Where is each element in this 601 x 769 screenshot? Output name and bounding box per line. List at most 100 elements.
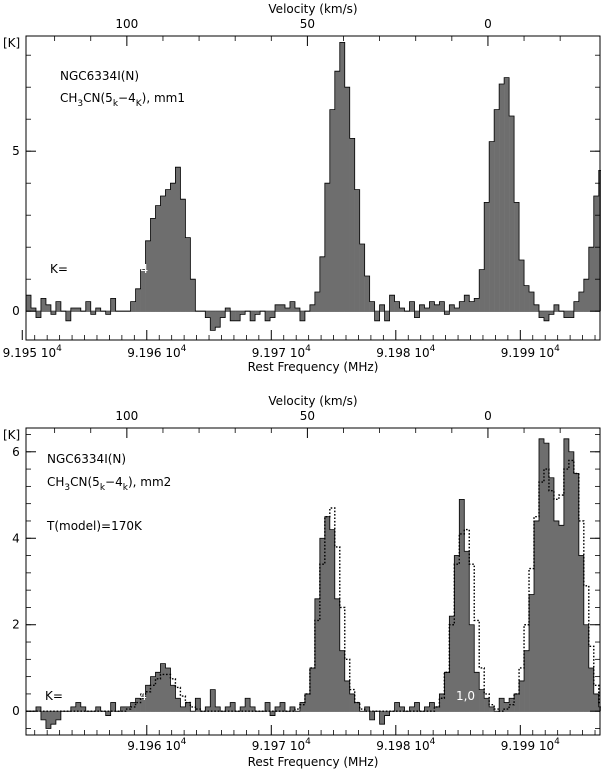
panel-mm1-channel-bar [414, 311, 420, 318]
panel-mm1-channel-bar [329, 109, 336, 312]
panel-mm1-channel-bar [230, 311, 236, 321]
panel-mm2-channel-bar [504, 702, 510, 712]
panel-mm1-channel-bar [225, 308, 231, 312]
panel-mm1-channel-bar [265, 311, 271, 321]
panel-mm1-channel-bar [489, 141, 495, 312]
panel-mm2-channel-bar [514, 693, 520, 712]
panel-mm1-channel-bar [180, 199, 186, 312]
panel-mm2-channel-bar [558, 525, 565, 712]
panel-mm2-channel-bar [70, 706, 77, 712]
panel-mm1-channel-bar [110, 298, 116, 312]
panel-mm2-x-tick-label: 9.196 104 [127, 737, 186, 753]
panel-mm1-channel-bar [578, 292, 585, 312]
panel-mm1-y-unit-label: [K] [3, 36, 20, 50]
panel-mm1-channel-bar [105, 311, 111, 315]
panel-mm1-channel-bar [384, 311, 390, 321]
panel-mm1-channel-bar [205, 311, 211, 318]
panel-mm2-channel-bar [299, 702, 306, 712]
panel-mm2-channel-bar [155, 672, 161, 712]
panel-mm2-channel-bar [524, 650, 530, 712]
panel-mm1-channel-bar [429, 301, 435, 312]
panel-mm1-velocity-axis-label: Velocity (km/s) [268, 2, 357, 16]
panel-mm1-channel-bar [364, 276, 370, 312]
panel-mm2-frame [25, 427, 601, 736]
panel-mm1-channel-bar [85, 301, 91, 312]
panel-mm1-channel-bar [568, 311, 575, 318]
panel-mm1-channel-bar [344, 87, 350, 312]
panel-mm2-channel-bar [205, 706, 211, 712]
panel-mm2-channel-bar [170, 685, 176, 712]
panel-mm2-channel-bar [573, 473, 580, 712]
panel-mm1-channel-bar [444, 311, 450, 315]
panel-mm1-observed-spectrum-outline [26, 42, 601, 331]
panel-mm2-channel-bar [245, 698, 251, 712]
panel-mm2-channel-bar [35, 706, 42, 712]
panel-mm1-x-tick-label: 9.199 104 [501, 344, 560, 360]
panel-mm2-channel-bar [424, 706, 430, 712]
panel-mm1-channel-bar [220, 311, 226, 318]
panel-mm1-k-labels: 4 3 2 1,0 [140, 262, 473, 276]
panel-mm1-channel-bar [399, 308, 405, 312]
panel-mm2-channel-bar [369, 711, 375, 720]
panel-mm2-channel-bar [110, 702, 116, 712]
panel-mm1-x-tick-label: 9.195 104 [3, 344, 62, 360]
panel-mm2-channel-bar [230, 702, 236, 712]
panel-mm2-channel-bar [553, 520, 560, 712]
panel-mm2-channel-bar [270, 711, 276, 716]
panel-mm1-channel-bar [434, 304, 440, 312]
panel-mm1-channel-bar [583, 279, 590, 312]
panel-mm1-channel-bar [145, 240, 151, 312]
panel-mm2-channel-bar [334, 598, 341, 712]
panel-mm1-channel-bar [454, 308, 460, 312]
panel-mm2-channel-bar [225, 706, 231, 712]
panel-mm2-velocity-tick-label: 0 [484, 409, 492, 423]
panel-mm1-velocity-tick-label: 0 [484, 17, 492, 31]
panel-mm2-channel-bar [349, 693, 355, 712]
panel-mm1-channel-bar [464, 295, 470, 312]
panel-mm1-k-component-label: 3 [284, 262, 292, 276]
panel-mm1-k-component-label: 2 [385, 262, 393, 276]
panel-mm2-x-tick-label: 9.197 104 [252, 737, 311, 753]
panel-mm1-channel-bar [270, 311, 276, 318]
panel-mm1-channel-bar [90, 311, 96, 315]
panel-mm1-channel-bar [389, 295, 395, 312]
panel-mm1-species-label: CH3CN(5k−4K), mm1 [60, 91, 185, 109]
panel-mm2-channel-bar [165, 667, 171, 712]
panel-mm2-species-label: CH3CN(5k−4k), mm2 [47, 475, 171, 493]
spectrum-panel-mm2: 9.196 104 9.197 104 9.198 104 9.199 104 100 5… [3, 394, 601, 769]
panel-mm1-source-name: NGC6334I(N) [60, 69, 139, 83]
panel-mm1-channel-bar [424, 308, 430, 312]
panel-mm2-channel-bar [150, 676, 156, 712]
panel-mm2-channel-bar [534, 520, 540, 712]
panel-mm2-channel-bar [479, 689, 485, 712]
panel-mm1-channel-bar [155, 205, 161, 312]
panel-mm1-channel-bar [314, 292, 321, 312]
panel-mm2-channel-bar [583, 624, 590, 712]
panel-mm2-channel-bar [180, 706, 186, 712]
panel-mm1-channel-bar [170, 183, 176, 312]
panel-mm2-channel-bar [195, 698, 201, 712]
panel-mm1-channel-bar [474, 298, 480, 312]
panel-mm1-channel-bar [319, 256, 326, 312]
panel-mm1-channel-bar [150, 218, 156, 312]
panel-mm1-channel-bar [449, 304, 455, 312]
panel-mm1-channel-bar [240, 311, 246, 315]
panel-mm2-channel-bar [474, 672, 480, 712]
panel-mm1-channel-bar [509, 116, 515, 312]
panel-mm2-y-tick-label: 6 [12, 445, 20, 459]
panel-mm2-channel-bar [95, 706, 101, 712]
panel-mm2-k-component-label: 3 [284, 689, 292, 703]
panel-mm1-y-tick-label: 0 [12, 304, 20, 318]
panel-mm2-channel-bar [125, 706, 131, 712]
panel-mm2-channel-bar [140, 693, 146, 712]
panel-mm2-k-labels: 4 3 2 1,0 [139, 689, 475, 703]
panel-mm2-ticks: 9.196 104 9.197 104 9.198 104 9.199 104 100 5… [12, 409, 600, 753]
panel-mm2-channel-bar [145, 685, 151, 712]
panel-mm2-k-component-label: 4 [139, 689, 147, 703]
panel-mm1-channel-bar [548, 311, 555, 315]
panel-mm2-channel-bar [120, 706, 126, 712]
panel-mm1-channel-bar [45, 304, 52, 312]
panel-mm1-channel-bar [534, 304, 540, 312]
panel-mm1-channel-bar [349, 138, 355, 312]
